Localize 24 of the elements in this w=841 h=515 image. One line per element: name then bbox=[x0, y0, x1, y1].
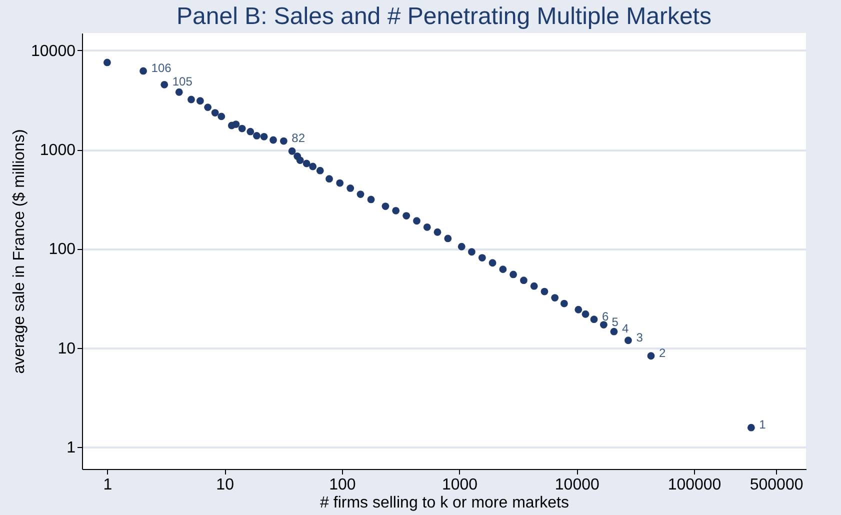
annotation: 3 bbox=[636, 330, 644, 344]
chart-title: Panel B: Sales and # Penetrating Multiple Markets bbox=[176, 3, 712, 30]
x-tick-label: 10 bbox=[216, 476, 234, 494]
annotation: 6 bbox=[602, 309, 610, 324]
annotation: 4 bbox=[622, 322, 629, 336]
x-tick-label: 1 bbox=[103, 476, 112, 494]
x-axis-title: # firms selling to k or more markets bbox=[320, 494, 569, 512]
y-tick-label: 100 bbox=[48, 241, 76, 258]
y-tick-label: 10000 bbox=[31, 42, 76, 60]
y-tick-label: 1000 bbox=[40, 142, 76, 160]
annotation: 5 bbox=[612, 314, 619, 329]
x-tick-label: 1000 bbox=[442, 476, 478, 494]
x-tick-label: 100 bbox=[329, 476, 356, 494]
annotation: 82 bbox=[292, 131, 306, 146]
annotation: 1 bbox=[759, 418, 766, 432]
y-tick-label: 1 bbox=[66, 440, 76, 457]
x-tick-label: 100000 bbox=[668, 476, 722, 494]
y-axis-title: average sale in France ($ millions) bbox=[11, 129, 28, 374]
annotation: 2 bbox=[658, 346, 666, 360]
x-tick-label: 10000 bbox=[554, 476, 600, 494]
y-tick-label: 10 bbox=[58, 340, 76, 358]
x-tick-label: 500000 bbox=[750, 476, 804, 494]
annotation: 106 bbox=[151, 60, 172, 75]
annotation: 105 bbox=[172, 74, 193, 89]
